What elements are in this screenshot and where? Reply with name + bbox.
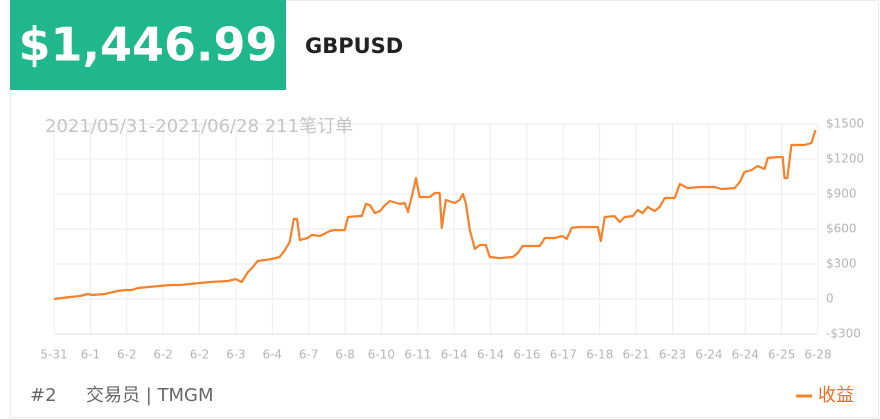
rank: #2: [30, 385, 57, 406]
y-tick-label: -$300: [826, 327, 861, 341]
x-tick-label: 6-8: [335, 348, 355, 362]
x-tick-label: 6-14: [441, 348, 468, 362]
subtitle: 2021/05/31-2021/06/28 211笔订单: [45, 116, 353, 137]
trader: 交易员 | TMGM: [86, 385, 214, 406]
x-tick-label: 6-4: [262, 348, 282, 362]
y-tick-label: $1200: [826, 152, 864, 166]
x-tick-label: 6-2: [117, 348, 137, 362]
x-tick-label: 6-25: [768, 348, 795, 362]
x-tick-label: 6-10: [368, 348, 395, 362]
amount-box: [10, 0, 286, 90]
symbol: GBPUSD: [305, 34, 403, 58]
x-tick-label: 6-23: [659, 348, 686, 362]
y-tick-label: $600: [826, 222, 857, 236]
x-tick-label: 6-24: [732, 348, 759, 362]
plot: -$300 0 $300 $600 $900 $1200 $1500 5-31 6-1 6-2 6-…: [40, 117, 864, 362]
x-tick-label: 6-11: [404, 348, 431, 362]
y-tick-label: $900: [826, 187, 857, 201]
x-tick-label: 6-2: [190, 348, 210, 362]
legend-label: 收益: [818, 385, 854, 406]
x-tick-label: 6-21: [622, 348, 649, 362]
x-tick-label: 6-7: [299, 348, 319, 362]
x-tick-label: 6-2: [153, 348, 173, 362]
x-tick-label: 6-24: [695, 348, 722, 362]
x-tick-label: 6-1: [81, 348, 101, 362]
x-tick-label: 6-18: [586, 348, 613, 362]
y-tick-label: 0: [826, 292, 834, 306]
x-tick-label: 6-17: [550, 348, 577, 362]
x-tick-label: 6-28: [804, 348, 831, 362]
y-tick-label: $1500: [826, 117, 864, 131]
x-tick-label: 6-14: [477, 348, 504, 362]
x-tick-label: 6-3: [226, 348, 246, 362]
x-tick-label: 5-31: [40, 348, 67, 362]
x-tick-label: 6-16: [513, 348, 540, 362]
line: [53, 129, 817, 301]
amount: $1,446.99: [19, 18, 278, 72]
y-tick-label: $300: [826, 257, 857, 271]
